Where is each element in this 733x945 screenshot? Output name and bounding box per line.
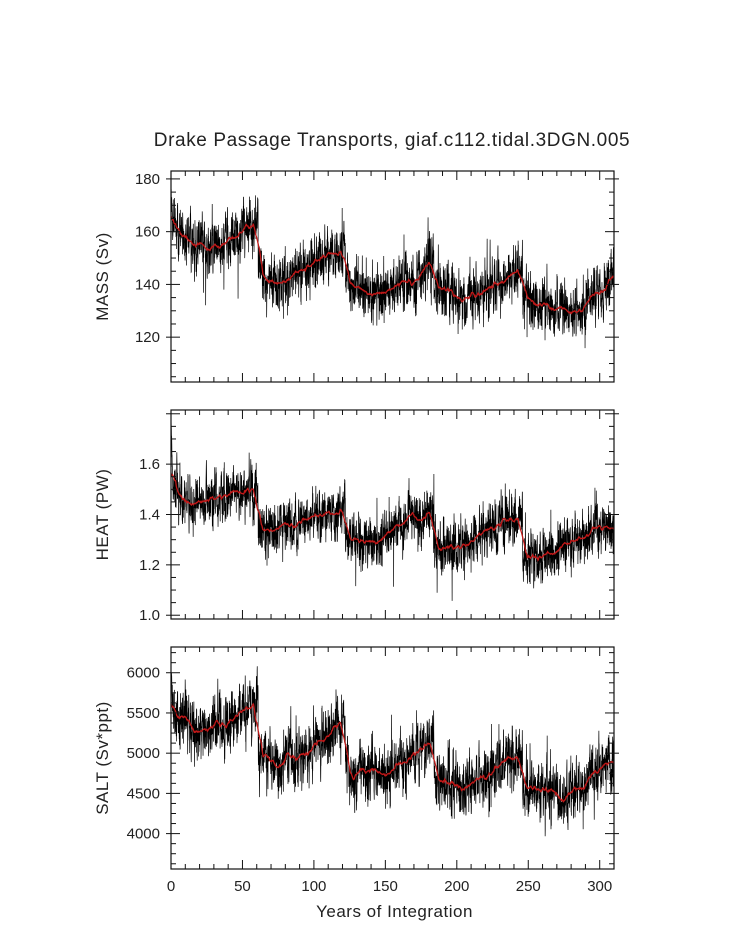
salt-xtick-label: 0 (167, 878, 175, 895)
salt-ytick-label: 5500 (127, 705, 160, 722)
salt-xtick-label: 200 (444, 878, 469, 895)
heat-ylabel: HEAT (PW) (93, 469, 112, 561)
salt-ytick-label: 4500 (127, 785, 160, 802)
salt-mean-series (171, 702, 614, 803)
salt-xtick-label: 300 (587, 878, 612, 895)
heat-mean-series (171, 472, 614, 562)
chart-title: Drake Passage Transports, giaf.c112.tida… (154, 130, 630, 151)
heat-plot-frame (170, 409, 615, 620)
heat-panel: 1.0 1.2 1.4 1.6 HEAT (PW) (93, 409, 619, 624)
heat-ytick-label: 1.6 (139, 456, 160, 473)
salt-ylabel: SALT (Sv*ppt) (93, 701, 112, 815)
mass-mean-series (171, 215, 614, 315)
mass-ylabel: MASS (Sv) (93, 232, 112, 321)
heat-raw-series (171, 416, 614, 601)
mass-plot-frame (170, 170, 615, 383)
heat-ytick-label: 1.0 (139, 607, 160, 624)
mass-panel: 120 140 160 180 MASS (Sv) (93, 170, 619, 383)
salt-xtick-label: 100 (301, 878, 326, 895)
salt-xtick-label: 50 (234, 878, 251, 895)
salt-ytick-label: 6000 (127, 665, 160, 682)
mass-ytick-label: 180 (135, 171, 160, 188)
salt-ytick-label: 4000 (127, 826, 160, 843)
mass-ytick-label: 140 (135, 276, 160, 293)
mass-raw-series (171, 186, 614, 349)
mass-ytick-label: 120 (135, 329, 160, 346)
salt-xlabel: Years of Integration (316, 902, 473, 921)
salt-panel: 4000 4500 5000 5500 6000 SALT (Sv*ppt) 0 50 100 1… (93, 646, 619, 921)
salt-xtick-label: 250 (516, 878, 541, 895)
heat-ytick-label: 1.2 (139, 557, 160, 574)
salt-raw-series (171, 666, 614, 837)
salt-ytick-label: 5000 (127, 745, 160, 762)
heat-ytick-label: 1.4 (139, 507, 160, 524)
salt-xtick-label: 150 (373, 878, 398, 895)
mass-ytick-label: 160 (135, 224, 160, 241)
salt-plot-frame (170, 646, 615, 870)
